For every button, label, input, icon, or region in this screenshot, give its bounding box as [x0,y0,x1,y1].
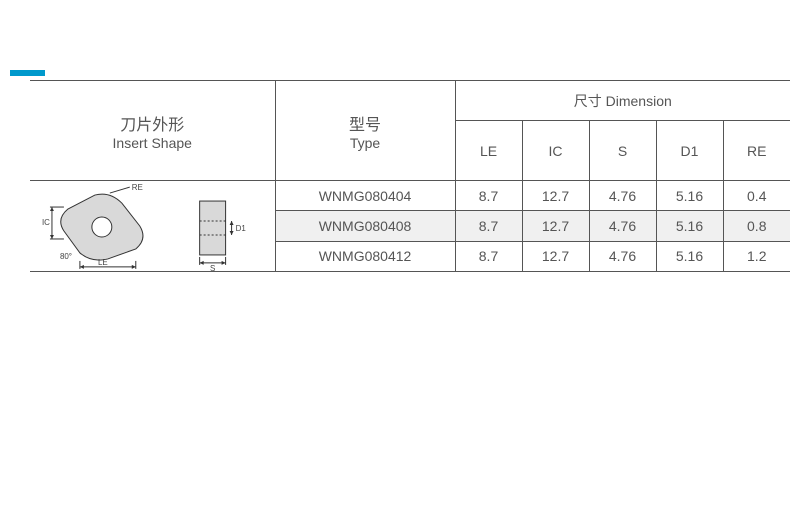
header-dim-en: Dimension [606,93,672,109]
cell-LE-0: 8.7 [455,181,522,211]
cell-RE-2: 1.2 [723,241,790,271]
header-insert-shape: 刀片外形 Insert Shape [30,81,275,181]
col-S: S [589,121,656,181]
diagram-label-IC: IC [42,218,50,227]
cell-LE-1: 8.7 [455,211,522,241]
diagram-label-LE: LE [98,258,108,267]
cell-type-0: WNMG080404 [275,181,455,211]
header-type-cn: 型号 [276,111,455,135]
cell-D1-1: 5.16 [656,211,723,241]
col-IC: IC [522,121,589,181]
cell-D1-2: 5.16 [656,241,723,271]
cell-RE-0: 0.4 [723,181,790,211]
spec-table: 刀片外形 Insert Shape 型号 Type 尺寸 Dimension L… [30,80,790,272]
cell-LE-2: 8.7 [455,241,522,271]
cell-type-2: WNMG080412 [275,241,455,271]
cell-S-1: 4.76 [589,211,656,241]
header-dimension: 尺寸 Dimension [455,81,790,121]
header-type: 型号 Type [275,81,455,181]
cell-S-2: 4.76 [589,241,656,271]
diagram-label-D1: D1 [236,224,247,233]
cell-type-1: WNMG080408 [275,211,455,241]
header-shape-en: Insert Shape [30,135,275,151]
col-D1: D1 [656,121,723,181]
header-shape-cn: 刀片外形 [30,111,275,135]
diagram-label-S: S [210,264,215,271]
shape-svg: RE IC 80° LE [30,181,275,271]
cell-IC-1: 12.7 [522,211,589,241]
diagram-label-angle: 80° [60,252,72,261]
diagram-label-RE: RE [132,183,143,192]
cell-S-0: 4.76 [589,181,656,211]
cell-D1-0: 5.16 [656,181,723,211]
cell-IC-0: 12.7 [522,181,589,211]
col-LE: LE [455,121,522,181]
header-type-en: Type [276,135,455,151]
cell-RE-1: 0.8 [723,211,790,241]
cell-IC-2: 12.7 [522,241,589,271]
insert-shape-diagram: RE IC 80° LE [30,181,275,272]
header-dim-cn: 尺寸 [574,93,602,109]
col-RE: RE [723,121,790,181]
accent-bar [10,70,45,76]
